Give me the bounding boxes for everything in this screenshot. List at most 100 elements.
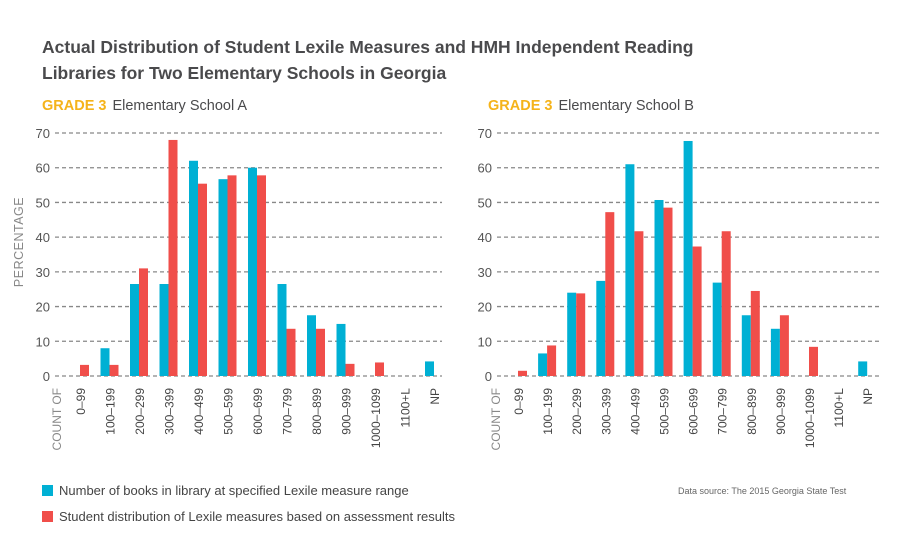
y-tick-label: 40 (36, 230, 50, 245)
y-tick-label: 0 (43, 369, 50, 384)
x-tick-label: 700–799 (281, 388, 295, 435)
y-tick-label: 10 (36, 334, 50, 349)
bar-students (198, 183, 207, 376)
x-tick-label: 300–399 (163, 388, 177, 435)
legend-label: Number of books in library at specified … (59, 483, 409, 498)
bar-books (654, 199, 664, 376)
legend-swatch-students (42, 511, 53, 522)
x-tick-label: NP (428, 388, 442, 405)
x-tick-label: NP (861, 388, 875, 405)
bar-books (712, 282, 722, 376)
bar-students (139, 268, 148, 376)
y-tick-label: 60 (36, 161, 50, 176)
x-tick-label: 300–399 (599, 388, 613, 435)
bar-students (227, 175, 237, 376)
bar-students (168, 139, 178, 376)
legend-item-books: Number of books in library at specified … (42, 483, 409, 498)
legend-item-students: Student distribution of Lexile measures … (42, 509, 455, 524)
y-tick-label: 60 (478, 161, 492, 176)
bar-students (80, 364, 89, 376)
title-line-1: Actual Distribution of Student Lexile Me… (42, 37, 694, 57)
chart-b-title: Elementary School B (558, 98, 694, 114)
y-tick-label: 0 (485, 369, 492, 384)
bar-books (218, 179, 228, 376)
x-tick-label: 1000–1099 (803, 388, 817, 448)
bar-books (277, 284, 287, 376)
grade-label: GRADE 3 (488, 98, 553, 114)
y-tick-label: 30 (36, 265, 50, 280)
x-tick-label: 900–999 (340, 388, 354, 435)
x-tick-label: 1100+L (832, 388, 846, 428)
x-tick-label: 400–499 (192, 388, 206, 435)
bar-students (634, 231, 644, 376)
bar-students (663, 207, 673, 376)
bar-books (100, 348, 110, 376)
bar-students (721, 231, 731, 376)
bar-students (286, 328, 296, 376)
bar-books (248, 167, 257, 376)
x-tick-label: 500–599 (658, 388, 672, 435)
bar-books (625, 164, 635, 376)
chart-a-heading: GRADE 3 Elementary School A (42, 98, 247, 114)
title-line-2: Libraries for Two Elementary Schools in … (42, 63, 447, 83)
x-tick-label: 1100+L (399, 388, 413, 428)
bar-books (189, 160, 198, 376)
y-tick-label: 50 (478, 195, 492, 210)
y-tick-label: 20 (36, 300, 50, 315)
bar-books (307, 315, 316, 376)
x-axis-prefix: COUNT OF (50, 388, 64, 450)
chart-b-heading: GRADE 3 Elementary School B (488, 98, 694, 114)
x-tick-label: 200–299 (133, 388, 147, 435)
bar-students (345, 363, 355, 376)
x-tick-label: 800–899 (310, 388, 324, 435)
y-tick-label: 70 (478, 126, 492, 141)
bar-students (750, 290, 760, 376)
page-title: Actual Distribution of Student Lexile Me… (42, 34, 742, 86)
legend-swatch-books (42, 485, 53, 496)
x-tick-label: 1000–1099 (369, 388, 383, 448)
bar-books (159, 284, 169, 376)
bar-books (130, 284, 139, 376)
bar-books (425, 361, 434, 376)
bar-students (518, 370, 527, 376)
x-tick-label: 700–799 (716, 388, 730, 435)
x-tick-label: 100–199 (104, 388, 118, 435)
x-tick-label: 900–999 (774, 388, 788, 435)
x-tick-label: 200–299 (570, 388, 584, 435)
data-source: Data source: The 2015 Georgia State Test (678, 486, 847, 496)
bar-books (567, 292, 577, 376)
bar-students (109, 364, 119, 376)
x-tick-label: 0–99 (512, 388, 526, 415)
bar-books (770, 328, 780, 376)
bar-students (257, 175, 266, 376)
x-tick-label: 500–599 (222, 388, 236, 435)
y-tick-label: 70 (36, 126, 50, 141)
bar-students (316, 328, 325, 376)
x-tick-label: 100–199 (541, 388, 555, 435)
bar-books (858, 361, 868, 376)
x-tick-label: 800–899 (745, 388, 759, 435)
bar-students (547, 345, 557, 376)
y-axis-label: PERCENTAGE (12, 197, 26, 287)
y-tick-label: 30 (478, 265, 492, 280)
x-tick-label: 600–699 (251, 388, 265, 435)
bar-books (538, 353, 548, 376)
x-axis-prefix: COUNT OF (489, 388, 503, 450)
bar-books (596, 280, 606, 376)
y-tick-label: 50 (36, 195, 50, 210)
grade-label: GRADE 3 (42, 98, 107, 114)
y-tick-label: 20 (478, 300, 492, 315)
bar-students (605, 212, 615, 376)
legend-label: Student distribution of Lexile measures … (59, 509, 455, 524)
chart-a-title: Elementary School A (112, 98, 248, 114)
bar-books (683, 140, 693, 376)
bar-students (779, 315, 789, 376)
x-tick-label: 0–99 (74, 388, 88, 415)
bar-students (375, 362, 384, 376)
y-tick-label: 40 (478, 230, 492, 245)
y-tick-label: 10 (478, 334, 492, 349)
bar-students (692, 246, 702, 376)
x-tick-label: 400–499 (628, 388, 642, 435)
